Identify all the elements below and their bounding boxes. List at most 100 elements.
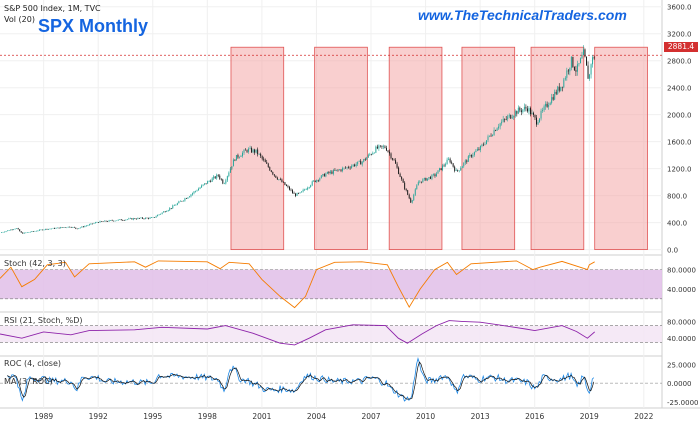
candle-body: [311, 181, 313, 186]
candle-body: [281, 179, 283, 183]
candle-body: [44, 228, 46, 230]
y-tick-label: 2000.0: [667, 112, 692, 120]
candle-body: [578, 63, 580, 65]
candle-body: [305, 189, 307, 190]
candle-body: [269, 167, 271, 171]
candle-body: [493, 130, 495, 136]
candle-body: [382, 146, 384, 148]
y-tick-label: 2400.0: [667, 85, 692, 93]
candle-body: [208, 181, 210, 182]
candle-body: [237, 154, 239, 158]
candle-body: [295, 193, 297, 196]
candle-body: [461, 166, 463, 169]
candle-body: [276, 177, 278, 180]
candle-body: [331, 171, 333, 174]
candle-body: [251, 148, 253, 153]
candle-body: [138, 217, 140, 219]
candle-body: [255, 149, 257, 153]
candle-body: [219, 175, 221, 179]
candle-body: [384, 146, 386, 148]
candle-body: [231, 166, 233, 169]
candle-body: [557, 86, 559, 94]
candle-body: [19, 229, 21, 232]
candle-body: [114, 220, 116, 222]
candle-body: [467, 156, 469, 162]
candle-body: [479, 145, 481, 150]
candle-body: [489, 135, 491, 137]
candle-body: [70, 227, 72, 228]
candle-body: [81, 226, 83, 228]
rsi-y-tick-label: 40.0000: [667, 335, 696, 343]
candle-body: [308, 187, 310, 188]
candle-body: [246, 150, 248, 152]
candle-body: [516, 111, 518, 114]
candle-body: [399, 173, 401, 177]
candle-body: [567, 70, 569, 72]
candle-body: [360, 160, 362, 165]
candle-body: [487, 136, 489, 141]
candle-body: [17, 228, 19, 230]
candle-body: [178, 201, 180, 204]
candle-body: [225, 180, 227, 184]
candle-body: [198, 188, 200, 191]
candle-body: [167, 210, 169, 212]
candle-body: [385, 147, 387, 151]
candle-body: [38, 229, 40, 231]
candle-body: [437, 170, 439, 174]
candle-body: [14, 228, 16, 230]
candle-body: [425, 178, 427, 181]
candle-body: [234, 159, 236, 161]
website-watermark: www.TheTechnicalTraders.com: [418, 7, 627, 23]
x-tick-label: 2010: [416, 412, 435, 421]
rsi-pane-label: RSI (21, Stoch, %D): [4, 316, 83, 325]
candle-body: [141, 217, 143, 219]
candle-body: [592, 57, 594, 65]
candle-body: [307, 187, 309, 190]
candle-body: [105, 220, 107, 222]
candle-body: [58, 227, 60, 229]
candle-body: [290, 189, 292, 191]
candle-body: [267, 163, 269, 168]
candle-body: [540, 110, 542, 119]
candle-body: [187, 197, 189, 199]
candle-body: [111, 220, 113, 221]
candle-body: [102, 221, 104, 222]
candle-body: [190, 194, 192, 197]
candle-body: [442, 165, 444, 170]
candle-body: [551, 97, 553, 103]
candle-body: [348, 167, 350, 168]
candle-body: [258, 153, 260, 155]
candle-body: [543, 106, 545, 111]
candle-body: [455, 169, 457, 171]
candle-body: [590, 64, 592, 75]
candle-body: [428, 177, 430, 179]
candle-body: [78, 228, 80, 229]
candle-body: [222, 179, 224, 184]
candle-body: [560, 86, 562, 91]
candle-body: [579, 58, 581, 64]
candle-body: [408, 194, 410, 199]
candle-body: [414, 189, 416, 195]
candle-body: [87, 225, 89, 226]
candle-body: [445, 164, 447, 166]
candle-body: [392, 158, 394, 160]
x-tick-label: 2004: [307, 412, 326, 421]
candle-body: [252, 149, 254, 153]
candle-body: [378, 145, 380, 149]
candle-body: [534, 114, 536, 118]
candle-body: [284, 182, 286, 186]
candle-body: [401, 176, 403, 180]
candle-body: [51, 228, 53, 230]
candle-body: [469, 154, 471, 157]
candle-body: [35, 230, 37, 232]
candle-body: [526, 108, 528, 112]
candle-body: [184, 198, 186, 201]
candle-body: [123, 220, 125, 221]
candle-body: [583, 49, 584, 56]
y-tick-label: 3200.0: [667, 31, 692, 39]
candle-body: [63, 227, 65, 228]
candle-body: [573, 67, 575, 71]
candle-body: [193, 191, 195, 194]
candle-body: [523, 106, 525, 110]
candle-body: [257, 149, 259, 155]
